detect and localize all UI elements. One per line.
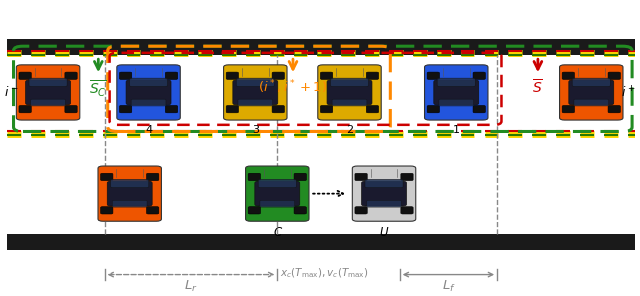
FancyBboxPatch shape [434,80,479,105]
FancyBboxPatch shape [26,80,70,105]
FancyBboxPatch shape [424,65,488,120]
FancyBboxPatch shape [98,166,161,221]
FancyBboxPatch shape [147,207,159,214]
FancyBboxPatch shape [562,105,575,113]
Text: 2: 2 [346,125,353,135]
FancyBboxPatch shape [248,207,260,214]
FancyBboxPatch shape [362,181,406,206]
FancyBboxPatch shape [113,200,147,207]
FancyBboxPatch shape [233,80,278,105]
FancyBboxPatch shape [19,105,31,113]
FancyBboxPatch shape [165,72,178,79]
FancyBboxPatch shape [108,181,152,206]
FancyBboxPatch shape [427,72,440,79]
FancyBboxPatch shape [321,105,333,113]
FancyBboxPatch shape [332,99,367,106]
FancyBboxPatch shape [559,65,623,120]
FancyBboxPatch shape [238,99,273,106]
Text: $(i^*, i^*+1)$: $(i^*, i^*+1)$ [259,78,328,96]
FancyBboxPatch shape [355,207,367,214]
FancyBboxPatch shape [29,78,67,86]
FancyBboxPatch shape [401,173,413,181]
FancyBboxPatch shape [365,179,403,188]
FancyBboxPatch shape [355,173,367,181]
Text: C: C [273,226,282,239]
FancyBboxPatch shape [572,78,611,86]
FancyBboxPatch shape [255,181,300,206]
FancyBboxPatch shape [31,99,65,106]
FancyBboxPatch shape [226,72,239,79]
Text: $\overline{S}$: $\overline{S}$ [532,78,543,96]
FancyBboxPatch shape [367,200,401,207]
FancyBboxPatch shape [608,72,620,79]
FancyBboxPatch shape [223,65,287,120]
Text: $i^-$: $i^-$ [4,86,19,99]
FancyBboxPatch shape [246,166,309,221]
FancyBboxPatch shape [272,105,284,113]
Text: $\overline{S_C}$: $\overline{S_C}$ [90,78,108,99]
FancyBboxPatch shape [258,179,296,188]
FancyBboxPatch shape [562,72,575,79]
Text: $L_f$: $L_f$ [442,279,455,294]
FancyBboxPatch shape [120,72,132,79]
FancyBboxPatch shape [318,65,381,120]
FancyBboxPatch shape [100,207,113,214]
FancyBboxPatch shape [147,173,159,181]
Text: 4: 4 [145,125,152,135]
FancyBboxPatch shape [65,72,77,79]
Text: 3: 3 [252,125,259,135]
Bar [7,39,636,55]
FancyBboxPatch shape [111,179,148,188]
FancyBboxPatch shape [100,173,113,181]
FancyBboxPatch shape [117,65,180,120]
FancyBboxPatch shape [294,207,307,214]
FancyBboxPatch shape [321,72,333,79]
FancyBboxPatch shape [272,72,284,79]
FancyBboxPatch shape [17,65,80,120]
FancyBboxPatch shape [226,105,239,113]
FancyBboxPatch shape [248,173,260,181]
FancyBboxPatch shape [437,78,476,86]
FancyBboxPatch shape [427,105,440,113]
FancyBboxPatch shape [401,207,413,214]
Text: $L_r$: $L_r$ [184,279,198,294]
FancyBboxPatch shape [131,99,166,106]
FancyBboxPatch shape [294,173,307,181]
FancyBboxPatch shape [165,105,178,113]
FancyBboxPatch shape [236,78,275,86]
Bar [7,234,636,250]
FancyBboxPatch shape [569,80,614,105]
Text: U: U [380,226,388,239]
FancyBboxPatch shape [65,105,77,113]
FancyBboxPatch shape [608,105,620,113]
FancyBboxPatch shape [366,105,379,113]
FancyBboxPatch shape [120,105,132,113]
FancyBboxPatch shape [19,72,31,79]
FancyBboxPatch shape [330,78,369,86]
FancyBboxPatch shape [353,166,416,221]
FancyBboxPatch shape [473,72,485,79]
FancyBboxPatch shape [473,105,485,113]
FancyBboxPatch shape [327,80,372,105]
FancyBboxPatch shape [366,72,379,79]
Text: $x_c(T_{\max}), v_c(T_{\max})$: $x_c(T_{\max}), v_c(T_{\max})$ [280,266,369,280]
FancyBboxPatch shape [129,78,168,86]
FancyBboxPatch shape [439,99,474,106]
FancyBboxPatch shape [260,200,294,207]
Text: 1: 1 [452,125,460,135]
FancyBboxPatch shape [126,80,171,105]
FancyBboxPatch shape [574,99,609,106]
Text: $i^+$: $i^+$ [621,85,636,100]
